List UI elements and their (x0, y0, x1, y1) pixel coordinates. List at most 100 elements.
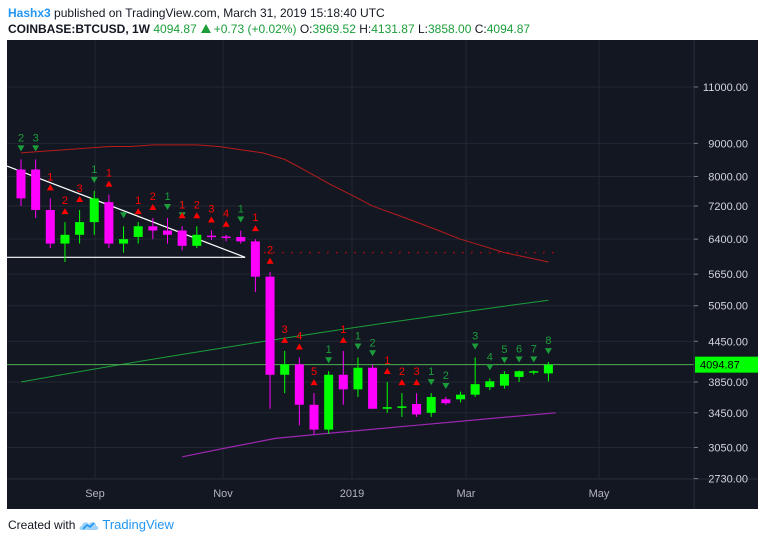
symbol-line: COINBASE:BTCUSD, 1W 4094.87 +0.73 (+0.02%… (8, 22, 530, 36)
candle-body (529, 371, 539, 373)
candle (16, 159, 26, 207)
buy-setup-arrow (90, 176, 98, 183)
low-label: L: (417, 22, 428, 36)
y-tick-label: 7200.00 (708, 201, 748, 213)
setup-count-label: 3 (208, 204, 214, 216)
trendline-descending (6, 165, 246, 258)
candle-body (45, 209, 55, 244)
candle-body (456, 394, 465, 400)
footer: Created with TradingView (8, 517, 174, 532)
candles (16, 159, 553, 434)
sell-setup-arrow (61, 208, 69, 215)
low-value: 3858.00 (427, 22, 472, 36)
sell-setup-arrow (281, 336, 289, 343)
sell-setup-arrow (193, 212, 201, 219)
candle (514, 370, 524, 382)
candle-body (60, 234, 70, 244)
y-tick-label: 8000.00 (708, 171, 748, 183)
tradingview-brand: TradingView (102, 517, 174, 532)
candle-body (177, 230, 187, 246)
sell-setup-arrow (295, 343, 303, 350)
setup-count-label: 1 (428, 366, 434, 378)
open-label: O: (299, 22, 313, 36)
candle-body (470, 384, 480, 395)
close-label: C: (474, 22, 487, 36)
candle-body (514, 371, 524, 377)
candle (470, 357, 480, 397)
candle (45, 198, 55, 249)
candle-body (353, 367, 363, 390)
setup-count-label: 1 (340, 324, 346, 336)
candle (250, 239, 260, 293)
last-price-tag-label: 4094.87 (700, 360, 740, 372)
candle (177, 226, 187, 251)
buy-setup-arrow (325, 357, 333, 364)
y-tick-label: 4450.00 (708, 336, 748, 348)
buy-setup-arrow (164, 204, 171, 211)
candle (221, 234, 231, 242)
sell-setup-arrow (266, 257, 274, 264)
candle-body (543, 364, 553, 374)
candle (324, 371, 334, 434)
setup-count-label: 7 (531, 344, 537, 356)
candle (382, 381, 392, 413)
buy-setup-arrow (354, 343, 362, 350)
candle (456, 391, 465, 403)
candle-body (412, 403, 422, 415)
setup-count-label: 3 (33, 132, 39, 144)
y-tick-label: 5650.00 (708, 269, 748, 281)
candle-body (265, 276, 275, 375)
candle (236, 230, 246, 244)
buy-setup-arrow (17, 145, 25, 152)
setup-count-label: 2 (370, 337, 376, 349)
buy-setup-arrow (471, 343, 479, 350)
price-change: +0.73 (+0.02%) (213, 22, 297, 36)
setup-count-label: 2 (62, 195, 68, 207)
setup-count-label: 2 (267, 245, 273, 257)
sell-setup-arrow (207, 216, 215, 223)
candle-body (426, 396, 436, 413)
candle (104, 194, 114, 249)
buy-setup-arrow (530, 356, 538, 363)
sell-setup-arrow (149, 204, 157, 211)
candle-body (104, 202, 114, 244)
candle-body (16, 169, 26, 199)
setup-count-label: 1 (164, 191, 170, 203)
setup-count-label: 2 (443, 370, 449, 382)
up-arrow-icon (200, 24, 211, 33)
candle (368, 364, 378, 409)
setup-count-label: 3 (472, 331, 478, 343)
candle (89, 190, 99, 235)
candle-body (382, 407, 392, 409)
candle (163, 218, 172, 244)
setup-count-label: 6 (516, 344, 522, 356)
candle-body (133, 226, 143, 237)
setup-count-label: 1 (179, 199, 185, 211)
y-tick-label: 3050.00 (708, 442, 748, 454)
tradingview-cloud-icon (79, 521, 99, 530)
candle (119, 226, 129, 253)
publish-line: Hashx3 published on TradingView.com, Mar… (8, 6, 385, 20)
y-tick-label: 3450.00 (708, 408, 748, 420)
setup-count-label: 2 (194, 199, 200, 211)
candle-body (485, 381, 495, 388)
buy-setup-arrow (369, 350, 377, 357)
author-name[interactable]: Hashx3 (8, 6, 51, 20)
buy-setup-arrow (120, 212, 128, 219)
buy-setup-arrow (442, 382, 450, 389)
candle (338, 350, 348, 405)
sell-setup-arrow (398, 379, 406, 386)
setup-count-label: 1 (355, 331, 361, 343)
candle-body (338, 374, 348, 390)
setup-count-label: 3 (282, 324, 288, 336)
candle-body (309, 404, 319, 430)
setup-count-label: 4 (296, 331, 302, 343)
candle-body (280, 364, 290, 375)
candle (133, 222, 143, 244)
setup-count-label: 4 (487, 351, 493, 363)
candle-body (119, 239, 129, 244)
tradingview-logo[interactable]: TradingView (79, 517, 174, 532)
candle (206, 230, 216, 241)
